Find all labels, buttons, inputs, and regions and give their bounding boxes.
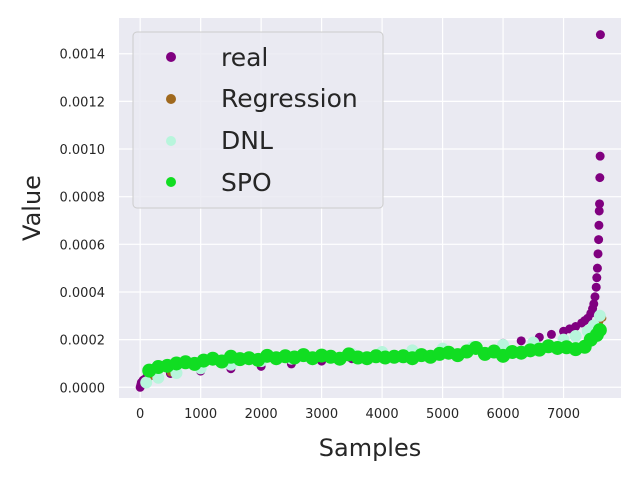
point-real <box>592 263 602 273</box>
point-real <box>590 292 600 302</box>
point-dnl <box>569 330 582 343</box>
x-tick-label: 3000 <box>305 407 338 422</box>
data-points <box>135 30 607 392</box>
point-dnl <box>140 376 153 389</box>
y-tick-label: 0.0002 <box>60 334 106 349</box>
point-dnl <box>152 371 165 384</box>
y-tick-labels: 0.0000 0.0002 0.0004 0.0006 0.0008 0.0010 0.00… <box>60 48 106 397</box>
legend-box <box>132 31 384 209</box>
x-tick-label: 7000 <box>547 407 580 422</box>
point-real <box>592 273 602 283</box>
y-axis-label: Value <box>18 175 46 241</box>
point-dnl <box>170 366 183 379</box>
x-tick-label: 5000 <box>426 407 459 422</box>
legend-marker-spo <box>166 177 176 187</box>
y-tick-label: 0.0008 <box>60 191 106 206</box>
point-real <box>595 199 605 209</box>
x-tick-labels: 0 1000 2000 3000 4000 5000 6000 7000 <box>136 407 580 422</box>
series-spo <box>142 323 607 378</box>
y-tick-label: 0.0010 <box>60 143 106 158</box>
point-real <box>595 30 605 40</box>
x-tick-label: 2000 <box>245 407 278 422</box>
legend: real Regression DNL SPO <box>132 31 384 209</box>
x-axis-label: Samples <box>319 434 422 462</box>
point-real <box>516 336 526 346</box>
legend-label-regression: Regression <box>221 84 358 113</box>
point-real <box>591 282 601 292</box>
legend-label-spo: SPO <box>221 168 272 197</box>
x-tick-label: 0 <box>136 407 144 422</box>
point-real <box>594 220 604 230</box>
x-tick-label: 1000 <box>184 407 217 422</box>
x-tick-label: 6000 <box>487 407 520 422</box>
point-real <box>595 151 605 161</box>
legend-label-real: real <box>221 43 268 72</box>
y-tick-label: 0.0006 <box>60 238 106 253</box>
y-tick-label: 0.0014 <box>60 48 106 63</box>
legend-marker-real <box>166 52 176 62</box>
point-real <box>593 249 603 259</box>
point-real <box>595 173 605 183</box>
point-spo <box>592 323 607 338</box>
point-real <box>589 299 599 309</box>
legend-marker-dnl <box>166 136 176 146</box>
point-real <box>546 329 556 339</box>
point-real <box>594 235 604 245</box>
y-tick-label: 0.0012 <box>60 95 106 110</box>
y-tick-label: 0.0000 <box>60 381 106 396</box>
y-tick-label: 0.0004 <box>60 286 106 301</box>
legend-marker-regression <box>166 94 176 104</box>
point-real <box>594 206 604 216</box>
x-tick-label: 4000 <box>366 407 399 422</box>
point-dnl <box>593 309 606 322</box>
legend-label-dnl: DNL <box>221 126 273 155</box>
point-dnl <box>497 338 510 351</box>
